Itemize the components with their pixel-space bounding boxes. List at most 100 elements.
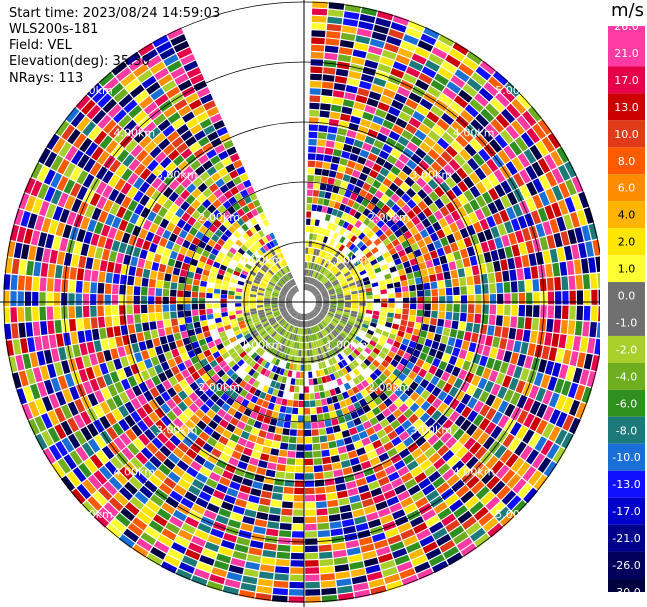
ppi-gate xyxy=(11,372,22,389)
ppi-gate xyxy=(319,110,330,118)
ppi-gate xyxy=(407,252,416,260)
ppi-gate xyxy=(252,481,263,490)
ppi-gate xyxy=(341,25,357,34)
ppi-gate xyxy=(127,275,135,286)
ppi-gate xyxy=(310,218,316,226)
ppi-gate xyxy=(232,221,241,230)
ppi-gate xyxy=(286,295,293,299)
ppi-gate xyxy=(310,278,315,285)
ppi-gate xyxy=(50,155,64,171)
ppi-gate xyxy=(423,136,436,148)
ppi-gate xyxy=(590,355,600,372)
ring-label: 5.00km xyxy=(495,508,537,521)
ppi-gate xyxy=(132,225,142,237)
ppi-gate xyxy=(491,397,503,410)
ppi-gate xyxy=(348,427,358,436)
ppi-gate xyxy=(389,266,397,273)
ppi-gate xyxy=(388,303,395,308)
ppi-gate xyxy=(306,269,309,276)
ppi-gate xyxy=(343,309,351,313)
ring-label: 2.00km xyxy=(198,211,240,224)
ppi-gate xyxy=(437,318,445,327)
ppi-gate xyxy=(323,252,329,259)
ppi-gate xyxy=(468,362,478,374)
ppi-gate xyxy=(171,365,180,376)
ppi-gate xyxy=(285,315,291,321)
ppi-gate xyxy=(467,285,475,295)
ppi-gate xyxy=(331,279,339,285)
ppi-gate xyxy=(320,321,326,328)
ppi-gate xyxy=(206,149,217,159)
ring-label: 1.00km xyxy=(326,254,368,267)
ppi-gate xyxy=(401,129,414,141)
ppi-gate xyxy=(420,33,437,46)
ppi-gate xyxy=(594,338,600,355)
ppi-gate xyxy=(492,359,502,372)
ppi-gate xyxy=(598,289,600,305)
ppi-gate xyxy=(285,472,295,480)
ppi-gate xyxy=(145,172,157,185)
ppi-gate xyxy=(355,279,363,285)
ppi-gate xyxy=(341,429,351,438)
ppi-gate xyxy=(158,206,168,218)
ppi-gate xyxy=(352,359,360,368)
ppi-gate xyxy=(378,351,387,359)
ppi-gate xyxy=(398,403,409,413)
ppi-gate xyxy=(322,353,328,361)
ppi-gate xyxy=(85,257,94,270)
ppi-gate xyxy=(248,339,256,346)
ppi-gate xyxy=(479,390,490,403)
ppi-gate xyxy=(487,523,504,538)
ppi-gate xyxy=(347,199,355,208)
ppi-gate xyxy=(335,409,344,417)
ppi-gate xyxy=(488,314,496,326)
ppi-gate xyxy=(523,413,535,428)
ppi-gate xyxy=(84,458,98,474)
ppi-gate xyxy=(61,437,75,453)
ppi-gate xyxy=(270,320,277,326)
ppi-gate xyxy=(245,357,253,365)
ppi-gate xyxy=(351,290,358,295)
ppi-gate xyxy=(419,142,431,153)
ppi-gate xyxy=(173,383,183,394)
ppi-gate xyxy=(315,494,327,502)
ppi-gate xyxy=(323,298,330,300)
ppi-gate xyxy=(246,249,254,257)
ppi-gate xyxy=(504,304,511,316)
ppi-gate xyxy=(225,387,234,396)
ppi-gate xyxy=(192,285,199,292)
ppi-gate xyxy=(99,415,111,430)
ppi-gate xyxy=(431,303,439,311)
ppi-gate xyxy=(120,378,131,391)
ppi-gate xyxy=(309,102,320,110)
ppi-gate xyxy=(564,245,573,261)
ppi-gate xyxy=(209,472,221,482)
ppi-gate xyxy=(194,327,203,335)
ppi-gate xyxy=(423,26,440,39)
ppi-gate xyxy=(306,262,310,269)
ppi-gate xyxy=(268,338,275,345)
ppi-gate xyxy=(332,267,338,274)
ppi-gate xyxy=(401,240,410,249)
ppi-gate xyxy=(310,319,314,326)
ppi-gate xyxy=(190,356,199,365)
ppi-gate xyxy=(331,395,339,403)
ppi-gate xyxy=(313,309,319,314)
ppi-gate xyxy=(141,350,150,360)
ppi-gate xyxy=(346,261,353,269)
ppi-gate xyxy=(290,280,295,286)
ppi-gate xyxy=(344,302,352,306)
ppi-gate xyxy=(204,263,212,271)
ppi-gate xyxy=(465,322,474,332)
ppi-gate xyxy=(267,402,275,411)
ppi-gate xyxy=(238,198,247,208)
ppi-gate xyxy=(376,546,391,557)
ppi-gate xyxy=(263,322,270,328)
ppi-gate xyxy=(582,321,590,337)
ppi-gate xyxy=(208,276,216,283)
ppi-gate xyxy=(443,271,451,280)
ppi-gate xyxy=(198,136,210,147)
ppi-gate xyxy=(412,349,421,358)
ppi-gate xyxy=(151,437,164,450)
ppi-gate xyxy=(335,172,344,180)
